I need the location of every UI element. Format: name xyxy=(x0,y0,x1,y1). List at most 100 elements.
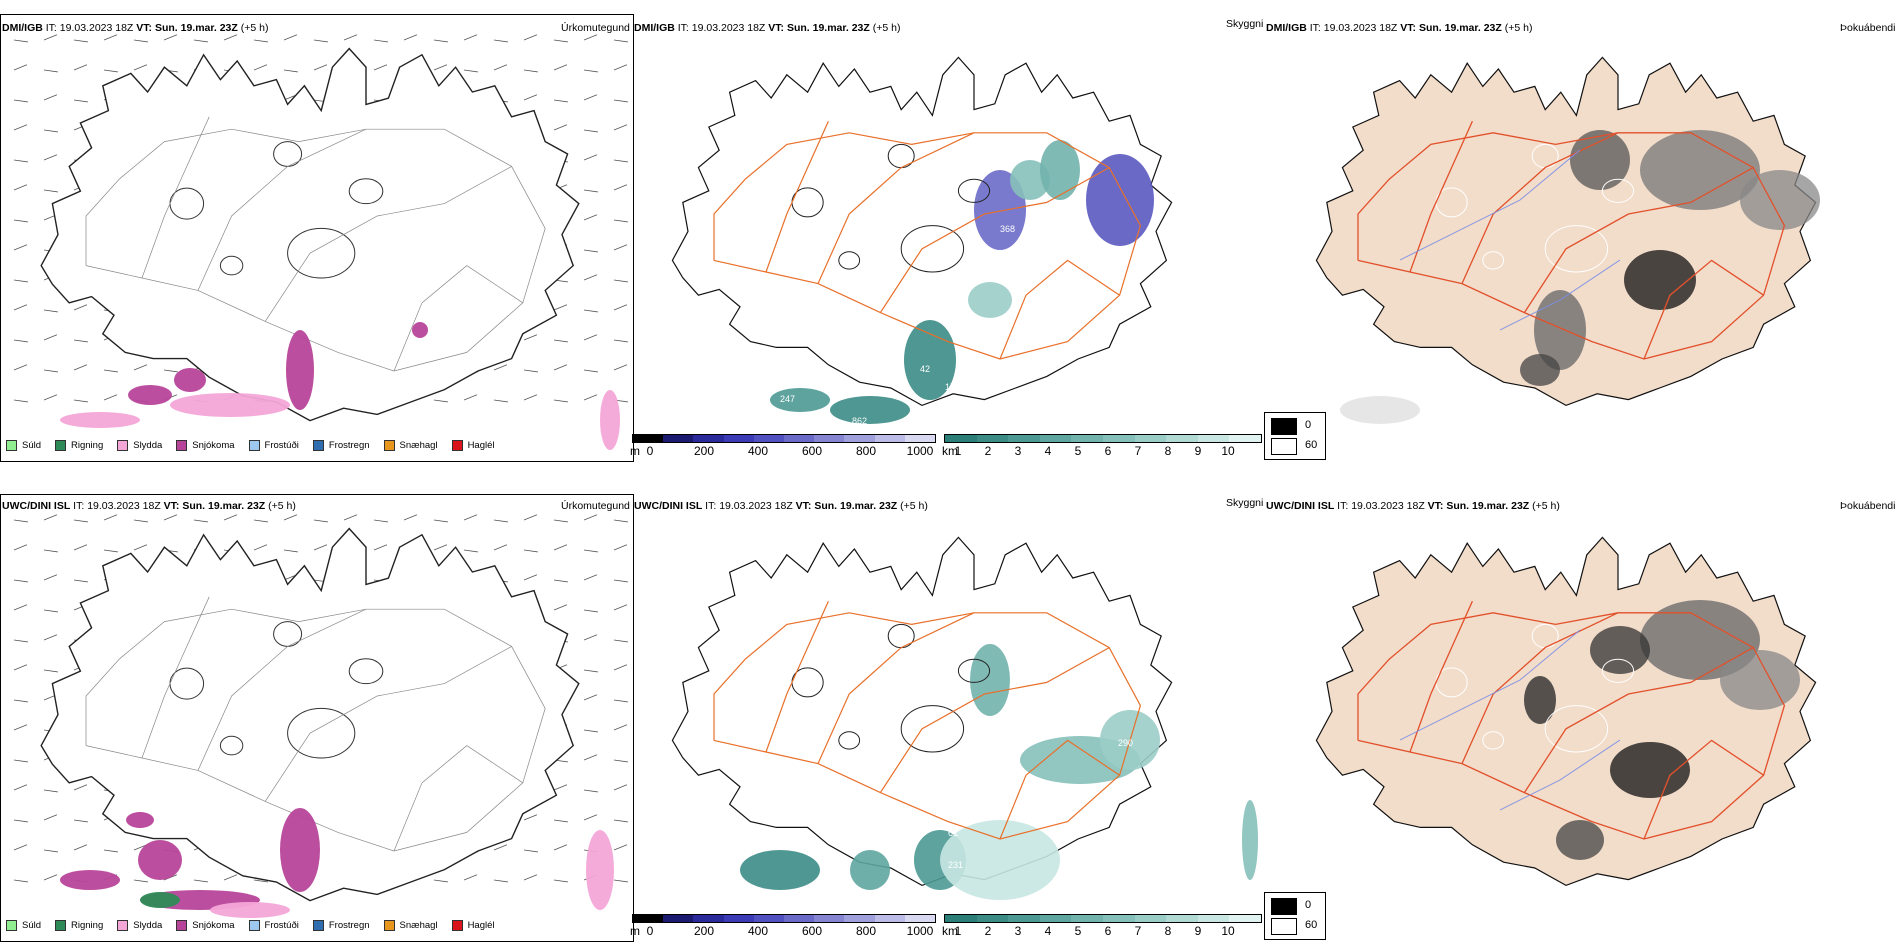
panel-name-fog-2: Þokuábendi xyxy=(1840,500,1896,512)
wind-barb xyxy=(253,519,268,523)
scale-color-step xyxy=(633,915,664,922)
glacier-outline xyxy=(838,731,861,750)
wind-barb xyxy=(43,549,58,553)
wind-barb xyxy=(613,339,628,343)
visibility-area xyxy=(1040,140,1080,200)
wind-barb xyxy=(553,399,568,403)
wind-barb xyxy=(43,369,58,373)
visibility-area xyxy=(1242,800,1258,880)
scale-color-step xyxy=(814,915,845,922)
scale-color-step xyxy=(723,915,754,922)
scale-tick-label: 6 xyxy=(1104,444,1112,458)
legend-label: Snjókoma xyxy=(192,440,235,451)
wind-barb xyxy=(463,34,478,41)
panel-name-precip-type-2: Úrkomutegund xyxy=(561,500,630,512)
legend-item-7: Haglél xyxy=(451,440,495,451)
scale-tick-label: 200 xyxy=(693,924,715,938)
road-line xyxy=(1523,167,1754,313)
legend-swatch xyxy=(55,440,67,451)
wind-barb xyxy=(13,219,28,223)
scale-color-step xyxy=(1197,915,1230,922)
scale-color-step xyxy=(945,435,977,442)
wind-barb xyxy=(553,879,568,883)
wind-barb xyxy=(253,879,268,883)
scale-bar xyxy=(944,914,1262,923)
road-line xyxy=(879,647,1110,793)
precip-area xyxy=(138,840,182,880)
scale-color-step xyxy=(976,915,1009,922)
scale-color-step xyxy=(1134,915,1167,922)
river-line xyxy=(1499,259,1621,331)
wind-barb xyxy=(583,814,598,821)
scale-bar xyxy=(944,434,1262,443)
visibility-value-label: 61 xyxy=(948,828,958,838)
wind-barb xyxy=(613,64,628,71)
legend-label: Frostúði xyxy=(264,440,299,451)
scale-tick-label: 600 xyxy=(801,924,823,938)
scale-unit: km xyxy=(942,444,958,458)
wind-barb xyxy=(283,514,298,521)
road-line xyxy=(1409,120,1473,273)
wind-barb xyxy=(613,124,628,131)
wind-barb xyxy=(133,364,148,371)
precip-area xyxy=(126,812,154,828)
wind-barb xyxy=(253,39,268,43)
wind-barb xyxy=(583,669,598,673)
precip-area xyxy=(210,902,290,918)
road-line xyxy=(817,612,975,764)
precip-area xyxy=(170,393,290,417)
legend-item-7: Haglél xyxy=(451,920,495,931)
legend-swatch xyxy=(248,440,260,451)
wind-barb xyxy=(343,34,358,41)
wind-barb xyxy=(43,874,58,881)
fog-key-bottom: 0 60 xyxy=(1264,892,1326,940)
road-line xyxy=(765,600,829,753)
wind-barb xyxy=(43,609,58,613)
legend-swatch xyxy=(176,440,188,451)
wind-barb xyxy=(73,339,88,343)
river-line xyxy=(1399,629,1581,741)
wind-barb xyxy=(313,64,328,71)
legend-label: Haglél xyxy=(467,920,495,931)
wind-barb xyxy=(193,519,208,523)
wind-barb xyxy=(283,549,298,553)
wind-barb xyxy=(73,784,88,791)
wind-barb xyxy=(43,94,58,101)
wind-barb xyxy=(13,339,28,343)
wind-barb xyxy=(583,394,598,401)
wind-barb xyxy=(613,304,628,311)
wind-barb xyxy=(13,544,28,551)
iceland-coastline xyxy=(40,527,580,902)
panel-title-uwc-visibility: UWC/DINI ISL IT: 19.03.2023 18Z VT: Sun.… xyxy=(634,500,928,512)
wind-barb xyxy=(523,394,538,401)
wind-barb xyxy=(613,519,628,523)
road-line xyxy=(1523,647,1754,793)
wind-barb xyxy=(493,64,508,71)
wind-barb xyxy=(73,519,88,523)
wind-barb xyxy=(73,399,88,403)
wind-barb xyxy=(613,159,628,163)
wind-barb xyxy=(613,184,628,191)
wind-barb xyxy=(583,694,598,701)
wind-barb xyxy=(613,364,628,371)
wind-barb xyxy=(43,394,58,401)
legend-label: Rigning xyxy=(71,920,104,931)
scale-color-step xyxy=(1071,435,1103,442)
precip-legend-top: Súld Rigning Slydda Snjókoma Frostúði Frostre… xyxy=(6,440,509,451)
fog-key-swatch-60-b xyxy=(1271,918,1297,935)
precip-type-panel-dmi xyxy=(0,14,634,462)
wind-barb xyxy=(103,369,118,373)
fog-area xyxy=(1590,626,1650,674)
precip-area xyxy=(286,330,314,410)
wind-barb xyxy=(433,39,448,43)
legend-swatch xyxy=(6,920,17,931)
glacier-outline xyxy=(1544,225,1609,273)
wind-barb xyxy=(523,549,538,553)
road-line xyxy=(765,120,829,273)
scale-color-step xyxy=(874,915,905,922)
scale-color-step xyxy=(1102,435,1135,442)
wind-barb xyxy=(613,279,628,283)
precip-map-0 xyxy=(13,34,628,450)
wind-barb xyxy=(13,99,28,103)
precip-area xyxy=(140,892,180,908)
